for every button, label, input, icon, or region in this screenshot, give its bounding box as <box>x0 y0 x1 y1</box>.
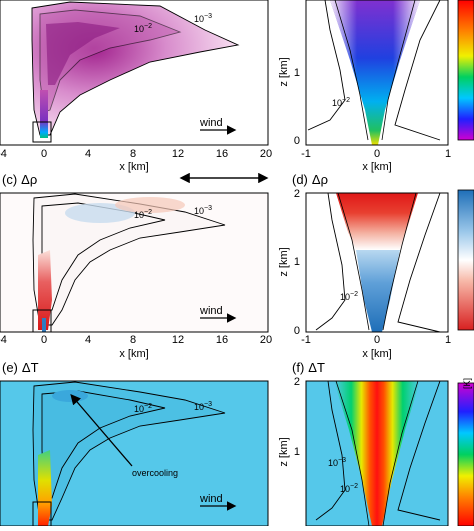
z-ticks-f: 2 1 <box>294 376 300 458</box>
x-axis-label-d: x [km] <box>362 348 391 360</box>
panel-b: 10−2 1 0 z [km] -1 0 1 x [km] <box>278 0 474 173</box>
wind-label-c: wind <box>199 305 223 317</box>
overcooling-arrow <box>70 394 133 467</box>
svg-text:0: 0 <box>294 135 300 147</box>
panel-c: (c)Δρ 10−2 10−3 wind -4 0 4 8 12 16 20 x… <box>0 172 272 360</box>
svg-text:8: 8 <box>130 148 136 160</box>
svg-text:1: 1 <box>294 446 300 458</box>
svg-text:1: 1 <box>294 67 300 79</box>
z-ticks-b: 1 0 <box>294 67 300 147</box>
wind-label-a: wind <box>199 117 223 129</box>
svg-text:4: 4 <box>85 334 91 346</box>
svg-text:12: 12 <box>172 334 184 346</box>
contour-label-lo-c: 10−3 <box>194 205 212 216</box>
svg-text:-4: -4 <box>0 148 7 160</box>
x-ticks-d: -1 0 1 <box>301 334 451 346</box>
z-axis-label-f: z [km] <box>278 437 290 466</box>
panel-d: (d) Δρ 10−2 2 1 0 z [km] -1 0 1 x [km] <box>278 172 474 360</box>
contour-label-hi-d: 10−2 <box>340 291 358 302</box>
contour-label-hi-a: 10−2 <box>134 23 152 34</box>
svg-text:8: 8 <box>130 334 136 346</box>
svg-text:-1: -1 <box>301 148 311 160</box>
contour-label-hi-e: 10−2 <box>134 403 152 414</box>
wind-label-e: wind <box>199 493 223 505</box>
x-ticks-a: -4 0 4 8 12 16 20 <box>0 148 272 160</box>
svg-text:16: 16 <box>216 334 228 346</box>
panel-e-title: (e) ΔT <box>2 360 39 375</box>
svg-text:-1: -1 <box>301 334 311 346</box>
contour-label-hi-b: 10−2 <box>332 97 350 108</box>
panel-e: (e) ΔT 10−2 10−3 overcooling wind <box>0 360 269 527</box>
colorbar-d <box>457 189 474 331</box>
svg-text:2: 2 <box>294 376 300 388</box>
svg-text:20: 20 <box>260 334 272 346</box>
svg-text:12: 12 <box>172 148 184 160</box>
svg-text:0: 0 <box>41 148 47 160</box>
svg-text:2: 2 <box>294 188 300 200</box>
panel-a: 10−2 10−3 wind -4 0 4 8 12 16 20 x [km] <box>0 0 272 173</box>
svg-text:4: 4 <box>85 148 91 160</box>
contour-label-lo-a: 10−3 <box>194 13 212 24</box>
z-axis-label-d: z [km] <box>278 247 290 276</box>
overcooling-label: overcooling <box>132 468 178 478</box>
x-axis-label-a: x [km] <box>119 161 148 173</box>
x-axis-label-c: x [km] <box>119 348 148 360</box>
contour-label-hi-f: 10−2 <box>340 483 358 494</box>
svg-text:0: 0 <box>374 334 380 346</box>
contour-label-lo-f: 10−3 <box>328 457 346 468</box>
x-ticks-b: -1 0 1 <box>301 148 451 160</box>
svg-text:20: 20 <box>260 148 272 160</box>
panel-c-title: (c) Δρ <box>2 172 37 187</box>
svg-text:0: 0 <box>294 325 300 337</box>
svg-text:0: 0 <box>41 334 47 346</box>
panel-f: (f) ΔT 10−3 10−2 2 1 z [km] [K] <box>278 360 474 527</box>
z-ticks-d: 2 1 0 <box>294 188 300 337</box>
svg-text:-4: -4 <box>0 334 7 346</box>
svg-text:1: 1 <box>445 148 451 160</box>
panel-d-title: (d) Δρ <box>292 172 328 187</box>
svg-text:0: 0 <box>374 148 380 160</box>
colorbar-a <box>457 0 474 141</box>
contour-label-hi-c: 10−2 <box>134 209 152 220</box>
colorbar-f <box>457 382 474 527</box>
svg-text:16: 16 <box>216 148 228 160</box>
z-axis-label-b: z [km] <box>278 57 290 86</box>
svg-text:1: 1 <box>445 334 451 346</box>
contour-label-lo-e: 10−3 <box>194 401 212 412</box>
svg-text:1: 1 <box>294 256 300 268</box>
x-axis-label-b: x [km] <box>362 161 391 173</box>
x-ticks-c: -4 0 4 8 12 16 20 <box>0 334 272 346</box>
colorbar-f-unit: [K] <box>462 378 472 389</box>
panel-f-title: (f) ΔT <box>292 360 325 375</box>
